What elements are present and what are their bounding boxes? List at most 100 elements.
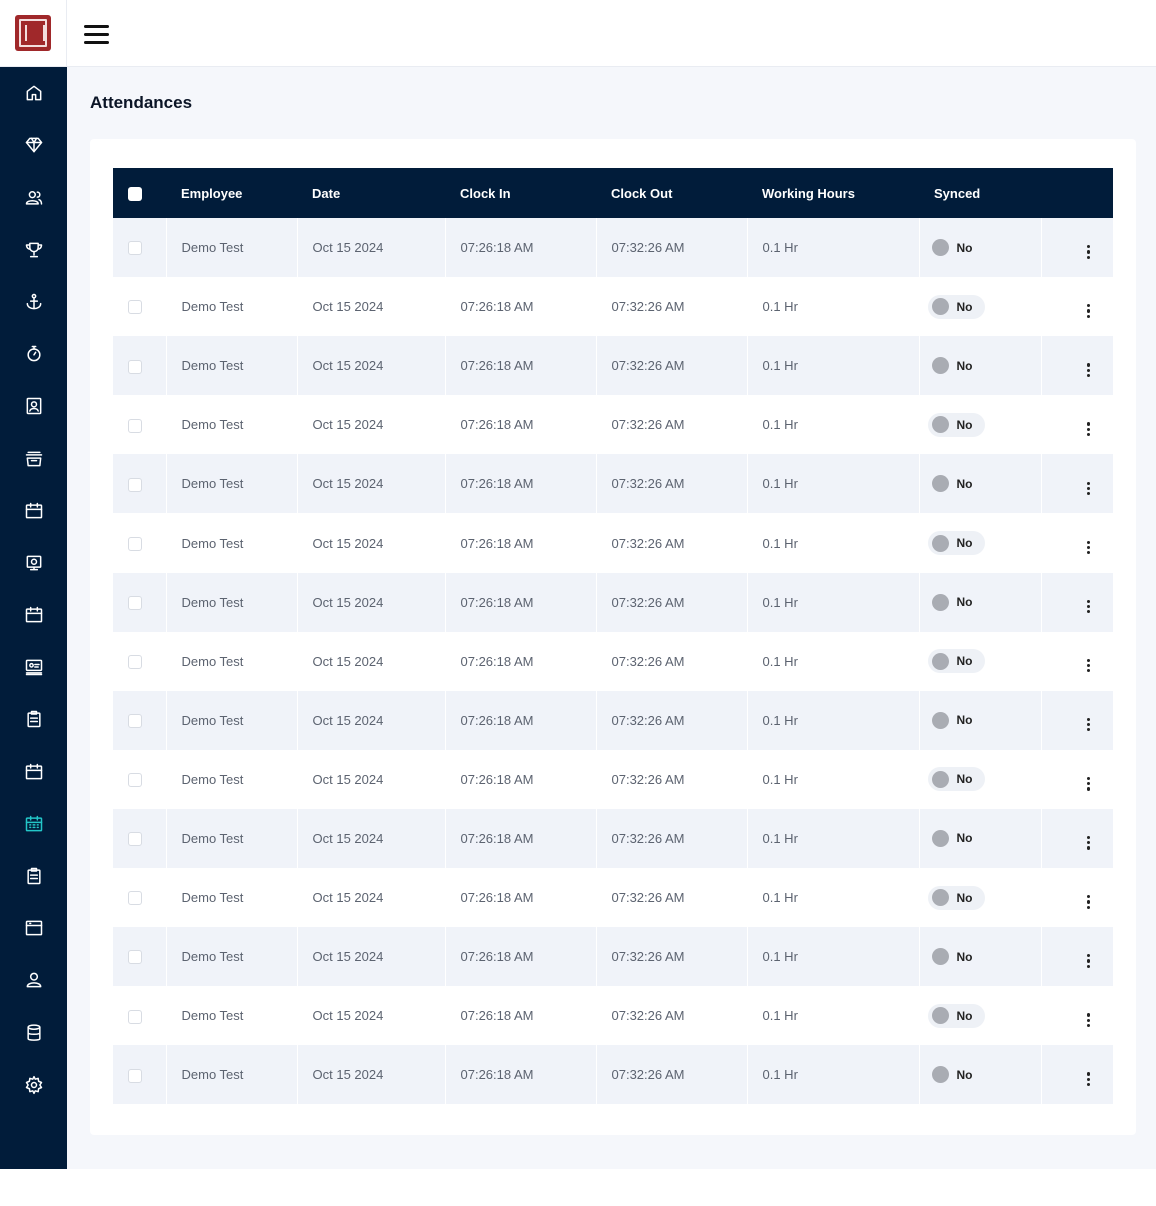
row-checkbox[interactable] (128, 359, 142, 374)
more-options-icon[interactable] (1086, 363, 1090, 377)
cell-actions (1041, 986, 1113, 1045)
main-content: Attendances Employee Date Clock In Clock… (67, 67, 1156, 1169)
cell-working-hours: 0.1 Hr (747, 395, 920, 455)
more-options-icon[interactable] (1086, 1072, 1090, 1087)
sidebar-item-calendar[interactable] (0, 491, 67, 531)
table-row[interactable]: Demo Test Oct 15 2024 07:26:18 AM 07:32:26 … (113, 868, 1113, 928)
sidebar-item-stopwatch[interactable] (0, 334, 67, 374)
more-options-icon[interactable] (1086, 540, 1090, 555)
sidebar-item-trophy[interactable] (0, 230, 67, 270)
more-options-icon[interactable] (1086, 1013, 1090, 1027)
sidebar-item-contact-card[interactable] (0, 386, 67, 426)
sidebar-item-id-card[interactable] (0, 647, 67, 687)
sidebar-item-calendar[interactable] (0, 595, 67, 635)
sidebar-item-home[interactable] (0, 73, 67, 113)
column-header-date[interactable]: Date (312, 185, 341, 201)
sidebar-item-inbox-tray[interactable] (0, 439, 67, 479)
users-icon (25, 191, 42, 205)
column-header-employee[interactable]: Employee (181, 185, 243, 201)
sidebar-item-anchor[interactable] (0, 282, 67, 322)
row-checkbox[interactable] (128, 950, 142, 965)
row-checkbox[interactable] (128, 1009, 142, 1024)
column-header-clock-out[interactable]: Clock Out (611, 185, 673, 201)
row-checkbox[interactable] (128, 418, 142, 433)
cell-employee: Demo Test (166, 336, 298, 396)
more-options-icon[interactable] (1086, 658, 1090, 673)
row-checkbox[interactable] (128, 891, 142, 906)
cell-working-hours: 0.1 Hr (747, 631, 920, 691)
synced-status-badge: No (927, 767, 985, 792)
table-row[interactable]: Demo Test Oct 15 2024 07:26:18 AM 07:32:26 … (113, 808, 1113, 869)
table-row[interactable]: Demo Test Oct 15 2024 07:26:18 AM 07:32:26 … (113, 218, 1113, 278)
more-options-icon[interactable] (1086, 836, 1090, 850)
more-options-icon[interactable] (1086, 245, 1090, 259)
row-select-cell (113, 277, 167, 337)
cell-employee: Demo Test (166, 749, 298, 809)
cell-synced: No (919, 631, 1042, 691)
synced-status-badge: No (927, 649, 985, 674)
sidebar-item-users[interactable] (0, 178, 67, 218)
row-checkbox[interactable] (128, 536, 142, 551)
row-checkbox[interactable] (128, 832, 142, 847)
more-options-icon[interactable] (1086, 599, 1090, 614)
status-dot-icon (931, 711, 949, 729)
row-checkbox[interactable] (128, 477, 142, 492)
sidebar-item-calendar-grid[interactable] (0, 804, 67, 844)
status-dot-icon (931, 593, 949, 611)
table-row[interactable]: Demo Test Oct 15 2024 07:26:18 AM 07:32:26 … (113, 277, 1113, 337)
row-select-cell (113, 986, 167, 1046)
sidebar-item-clipboard[interactable] (0, 699, 67, 739)
cell-date: Oct 15 2024 (297, 218, 446, 278)
hamburger-menu-icon[interactable] (84, 25, 109, 45)
row-checkbox[interactable] (128, 714, 142, 729)
page-title: Attendances (90, 93, 193, 112)
table-row[interactable]: Demo Test Oct 15 2024 07:26:18 AM 07:32:26 … (113, 631, 1113, 691)
table-row[interactable]: Demo Test Oct 15 2024 07:26:18 AM 07:32:26 … (113, 1045, 1113, 1105)
more-options-icon[interactable] (1086, 422, 1090, 437)
sidebar-item-database[interactable] (0, 1013, 67, 1053)
sidebar-item-user[interactable] (0, 960, 67, 1000)
table-row[interactable]: Demo Test Oct 15 2024 07:26:18 AM 07:32:26 … (113, 927, 1113, 987)
sidebar-item-calendar[interactable] (0, 752, 67, 792)
row-checkbox[interactable] (128, 1068, 142, 1083)
more-options-icon[interactable] (1086, 717, 1090, 732)
select-all-checkbox[interactable] (128, 186, 142, 201)
row-checkbox[interactable] (128, 595, 142, 610)
synced-status-text: No (956, 949, 973, 964)
more-options-icon[interactable] (1086, 895, 1090, 909)
more-options-icon[interactable] (1086, 954, 1090, 968)
table-row[interactable]: Demo Test Oct 15 2024 07:26:18 AM 07:32:26 … (113, 513, 1113, 573)
sidebar-item-browser-window[interactable] (0, 908, 67, 948)
logo-container[interactable] (0, 0, 67, 67)
cell-actions (1041, 513, 1113, 572)
row-checkbox[interactable] (128, 300, 142, 315)
cell-clock-in: 07:26:18 AM (445, 690, 597, 750)
sidebar-item-diamond[interactable] (0, 125, 67, 165)
synced-status-text: No (956, 713, 973, 728)
table-row[interactable]: Demo Test Oct 15 2024 07:26:18 AM 07:32:26 … (113, 986, 1113, 1046)
sidebar-item-clipboard[interactable] (0, 856, 67, 896)
row-checkbox[interactable] (128, 241, 142, 256)
camera-icon (26, 555, 41, 571)
table-row[interactable]: Demo Test Oct 15 2024 07:26:18 AM 07:32:26 … (113, 690, 1113, 750)
table-row[interactable]: Demo Test Oct 15 2024 07:26:18 AM 07:32:26 … (113, 454, 1113, 514)
cell-clock-in: 07:26:18 AM (445, 808, 597, 869)
column-header-working-hours[interactable]: Working Hours (762, 185, 855, 201)
more-options-icon[interactable] (1086, 777, 1090, 791)
cell-clock-out: 07:32:26 AM (596, 986, 748, 1046)
table-row[interactable]: Demo Test Oct 15 2024 07:26:18 AM 07:32:26 … (113, 749, 1113, 809)
table-row[interactable]: Demo Test Oct 15 2024 07:26:18 AM 07:32:26 … (113, 395, 1113, 455)
table-row[interactable]: Demo Test Oct 15 2024 07:26:18 AM 07:32:26 … (113, 336, 1113, 396)
brand-logo (15, 15, 51, 51)
column-header-synced[interactable]: Synced (934, 185, 981, 201)
table-row[interactable]: Demo Test Oct 15 2024 07:26:18 AM 07:32:26 … (113, 572, 1113, 632)
sidebar-item-camera[interactable] (0, 543, 67, 583)
row-checkbox[interactable] (128, 773, 142, 788)
cell-date: Oct 15 2024 (297, 336, 446, 396)
column-header-clock-in[interactable]: Clock In (460, 185, 511, 201)
row-checkbox[interactable] (128, 654, 142, 669)
sidebar-item-settings-gear[interactable] (0, 1065, 67, 1105)
more-options-icon[interactable] (1086, 304, 1090, 318)
more-options-icon[interactable] (1086, 481, 1090, 496)
synced-status-text: No (956, 1008, 973, 1023)
